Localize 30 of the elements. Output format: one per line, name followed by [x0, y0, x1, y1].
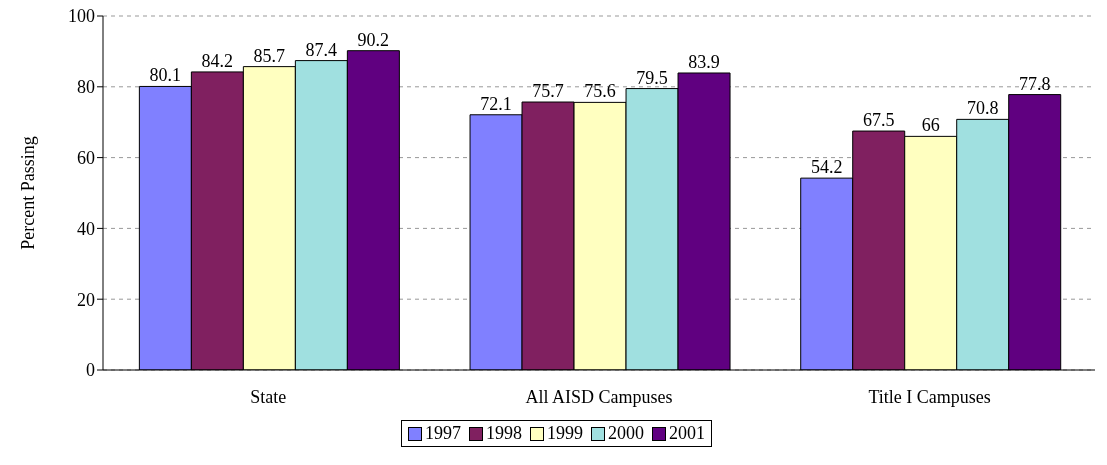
- legend-label: 2000: [608, 423, 644, 444]
- data-label: 77.8: [1018, 73, 1051, 94]
- legend-label: 2001: [669, 423, 705, 444]
- data-label: 75.7: [532, 81, 564, 102]
- data-label: 70.8: [966, 98, 999, 119]
- y-tick-label: 60: [77, 147, 95, 168]
- data-label: 54.2: [810, 157, 843, 178]
- data-label: 67.5: [862, 110, 895, 131]
- data-label: 83.9: [688, 51, 720, 72]
- legend-label: 1999: [547, 423, 583, 444]
- data-label: 75.6: [584, 81, 616, 102]
- legend-label: 1997: [425, 423, 461, 444]
- data-label: 72.1: [480, 93, 512, 114]
- x-tick-label: State: [250, 386, 287, 407]
- legend-label: 1998: [486, 423, 522, 444]
- y-tick-label: 100: [68, 6, 95, 27]
- data-label: 85.7: [253, 45, 286, 66]
- data-label: 66: [921, 115, 940, 136]
- y-tick-label: 0: [86, 360, 95, 381]
- data-label: 79.5: [636, 67, 668, 88]
- y-tick-label: 80: [77, 77, 95, 98]
- data-label: 80.1: [149, 65, 182, 86]
- x-tick-label: All AISD Campuses: [525, 386, 673, 407]
- y-axis-title: Percent Passing: [18, 136, 39, 250]
- y-tick-label: 20: [77, 289, 95, 310]
- data-label: 84.2: [201, 50, 234, 71]
- y-tick-label: 40: [77, 218, 95, 239]
- x-tick-label: Title I Campuses: [868, 386, 991, 407]
- data-label: 90.2: [357, 29, 390, 50]
- data-label: 87.4: [305, 39, 338, 60]
